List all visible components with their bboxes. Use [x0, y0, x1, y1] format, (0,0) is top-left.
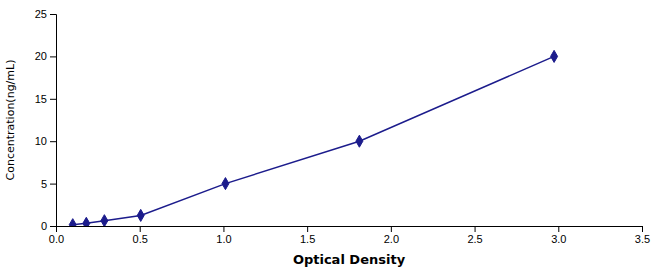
y-tick: 15 — [35, 93, 56, 105]
x-tick: 3.5 — [635, 226, 650, 245]
point — [101, 215, 108, 226]
point — [551, 50, 558, 62]
y-tick: 0 — [41, 220, 56, 232]
x-axis: 0.0 0.5 1.0 1.5 2.0 2.5 3.0 3.5 — [49, 226, 650, 245]
x-tick: 1.0 — [216, 226, 231, 245]
y-axis: 0 5 10 15 20 25 — [35, 8, 57, 232]
x-tick-mark — [558, 226, 559, 232]
marks — [69, 50, 557, 226]
x-tick-label: 1.5 — [300, 233, 315, 245]
y-tick-mark — [50, 141, 56, 142]
x-tick-label: 2.0 — [384, 233, 399, 245]
y-tick-label: 15 — [35, 93, 47, 105]
x-tick: 0.0 — [49, 226, 64, 245]
y-tick-mark — [50, 184, 56, 185]
x-tick-mark — [140, 226, 141, 232]
x-tick-label: 3.0 — [551, 233, 566, 245]
x-tick-label: 1.0 — [216, 233, 231, 245]
x-tick-label: 2.5 — [467, 233, 482, 245]
point — [83, 217, 90, 226]
point — [222, 178, 229, 190]
y-tick-label: 5 — [41, 178, 47, 190]
y-tick-mark — [50, 226, 56, 227]
x-tick-label: 3.5 — [635, 233, 650, 245]
x-tick-mark — [391, 226, 392, 232]
y-tick: 20 — [35, 50, 56, 62]
x-tick-mark — [642, 226, 643, 232]
chart: 0.0 0.5 1.0 1.5 2.0 2.5 3.0 3.5 0 5 10 15 20 25 Optica… — [0, 0, 664, 272]
plot-area: 0.0 0.5 1.0 1.5 2.0 2.5 3.0 3.5 0 5 10 15 20 25 — [35, 8, 650, 245]
y-tick-mark — [50, 56, 56, 57]
point — [137, 209, 144, 221]
x-axis-line — [57, 227, 643, 233]
y-tick-label: 0 — [41, 220, 47, 232]
point — [69, 219, 76, 226]
y-tick: 25 — [35, 8, 56, 20]
y-tick: 5 — [41, 178, 56, 190]
x-tick: 1.5 — [300, 226, 315, 245]
y-tick-mark — [50, 99, 56, 100]
line — [73, 56, 554, 224]
x-tick: 2.0 — [384, 226, 399, 245]
y-tick: 10 — [35, 135, 56, 147]
x-tick-mark — [307, 226, 308, 232]
y-tick-label: 10 — [35, 135, 47, 147]
x-tick-mark — [223, 226, 224, 232]
x-tick-label: 0.5 — [133, 233, 148, 245]
point — [356, 135, 363, 147]
x-tick-label: 0.0 — [49, 233, 64, 245]
x-axis-title: Optical Density — [293, 252, 406, 267]
y-tick-label: 20 — [35, 50, 47, 62]
y-tick-mark — [50, 14, 56, 15]
y-axis-line — [50, 15, 57, 227]
y-axis-title: Concentration(ng/mL) — [4, 60, 17, 181]
x-tick: 0.5 — [133, 226, 148, 245]
x-tick: 3.0 — [551, 226, 566, 245]
x-tick-mark — [475, 226, 476, 232]
y-tick-label: 25 — [35, 8, 47, 20]
x-tick: 2.5 — [467, 226, 482, 245]
